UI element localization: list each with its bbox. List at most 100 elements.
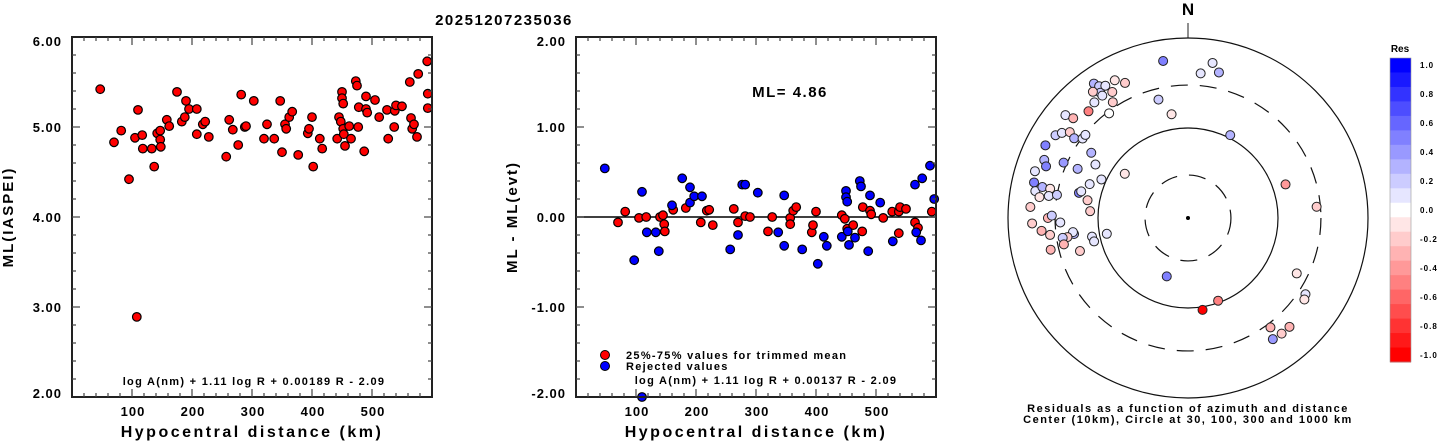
trimmed-point: [926, 206, 937, 217]
y-tick-label: 1.00: [537, 120, 566, 135]
trimmed-point: [878, 212, 889, 223]
polar-point: [1089, 236, 1100, 247]
data-point: [359, 146, 370, 157]
rejected-point: [917, 173, 928, 184]
data-point: [338, 129, 349, 140]
colorbar-band: [1390, 260, 1411, 276]
formula-label: log A(nm) + 1.11 log R + 0.00189 R - 2.0…: [123, 376, 386, 388]
rejected-point: [685, 182, 695, 193]
trimmed-point: [704, 204, 715, 215]
formula-label: log A(nm) + 1.11 log R + 0.00137 R - 2.0…: [635, 375, 898, 387]
y-tick-label: 0.00: [537, 210, 566, 225]
polar-point: [1120, 77, 1131, 88]
legend-label-rejected: Rejected values: [626, 361, 729, 373]
polar-point: [1087, 86, 1098, 97]
polar-point: [1069, 133, 1080, 144]
data-point: [191, 104, 202, 114]
trimmed-point: [767, 212, 778, 222]
trimmed-point: [641, 212, 652, 222]
data-point: [317, 143, 328, 154]
y-axis-label: ML - ML(evt): [504, 161, 521, 273]
polar-point: [1089, 97, 1100, 108]
polar-point: [1034, 192, 1045, 203]
polar-point: [1051, 189, 1062, 200]
trimmed-point: [728, 203, 739, 214]
polar-point: [1080, 129, 1091, 140]
data-point: [361, 91, 371, 102]
magnitude-x-tick-labels: 100 200 300 400 500: [121, 404, 386, 419]
rejected-point: [863, 246, 874, 257]
polar-point: [1083, 106, 1094, 117]
trimmed-point: [695, 217, 706, 228]
rejected-point: [875, 197, 886, 208]
rejected-point: [752, 187, 763, 198]
polar-point: [1025, 201, 1036, 212]
polar-point: [1041, 161, 1052, 172]
polar-point: [1072, 163, 1083, 174]
x-tick-label: 200: [181, 404, 206, 419]
polar-point: [1197, 304, 1208, 315]
polar-point: [1097, 90, 1108, 101]
trimmed-point: [857, 226, 868, 237]
polar-caption-line2: Center (10km), Circle at 30, 100, 300 an…: [1023, 414, 1353, 426]
polar-point: [1045, 244, 1056, 255]
figure-title: 20251207235036: [435, 12, 573, 29]
polar-point: [1100, 80, 1111, 91]
data-point: [340, 140, 350, 151]
colorbar-frame: [1389, 57, 1412, 363]
data-point: [332, 133, 343, 144]
data-point: [137, 143, 148, 154]
trimmed-point: [866, 209, 877, 220]
x-tick-label: 100: [121, 404, 146, 419]
rejected-point: [641, 227, 652, 238]
rejected-point: [650, 227, 661, 238]
rejected-point: [797, 244, 808, 255]
colorbar-tick-label: -1.0: [1420, 351, 1437, 360]
y-tick-label: 4.00: [33, 210, 62, 225]
center-dot: [1186, 216, 1190, 220]
trimmed-point: [707, 220, 718, 231]
polar-point: [1225, 130, 1236, 141]
colorbar-band: [1390, 304, 1411, 320]
y-tick-label: 6.00: [33, 34, 62, 49]
y-tick-label: 2.00: [33, 386, 62, 401]
colorbar-band: [1390, 202, 1411, 218]
trimmed-point: [811, 206, 821, 217]
colorbar-tick-label: 1.0: [1420, 61, 1434, 70]
ml-annotation: ML= 4.86: [752, 84, 828, 101]
rejected-point: [836, 231, 847, 242]
colorbar-band: [1390, 58, 1411, 73]
colorbar-band: [1390, 130, 1411, 146]
data-point: [109, 137, 119, 148]
data-point: [233, 140, 244, 150]
data-point: [275, 95, 286, 106]
polar-caption-line1: Residuals as a function of azimuth and d…: [1027, 403, 1349, 415]
rejected-point: [887, 236, 898, 247]
rejected-point: [818, 231, 829, 242]
polar-point: [1213, 67, 1224, 78]
data-point: [353, 122, 364, 132]
polar-point: [1058, 239, 1069, 250]
y-tick-label: -1.00: [531, 300, 566, 315]
polar-point: [1153, 94, 1164, 105]
rejected-point: [856, 181, 866, 192]
x-tick-label: 500: [865, 404, 890, 419]
x-tick-label: 500: [361, 404, 386, 419]
data-point: [200, 116, 211, 127]
x-axis-label: Hypocentral distance (km): [121, 424, 384, 441]
rejected-point: [916, 235, 926, 246]
colorbar-band: [1390, 173, 1411, 189]
colorbar-band: [1390, 217, 1411, 233]
colorbar-tick-label: 0.0: [1420, 206, 1434, 215]
data-point: [227, 124, 238, 135]
polar-point: [1096, 174, 1107, 185]
polar-point: [1029, 177, 1040, 188]
x-tick-label: 100: [625, 404, 650, 419]
colorbar-band: [1390, 159, 1411, 175]
polar-point: [1085, 206, 1096, 217]
data-point: [146, 143, 157, 154]
legend-label-trimmed: 25%-75% values for trimmed mean: [626, 350, 847, 362]
polar-point: [1090, 159, 1101, 170]
data-point: [124, 174, 134, 185]
data-point: [236, 89, 247, 100]
